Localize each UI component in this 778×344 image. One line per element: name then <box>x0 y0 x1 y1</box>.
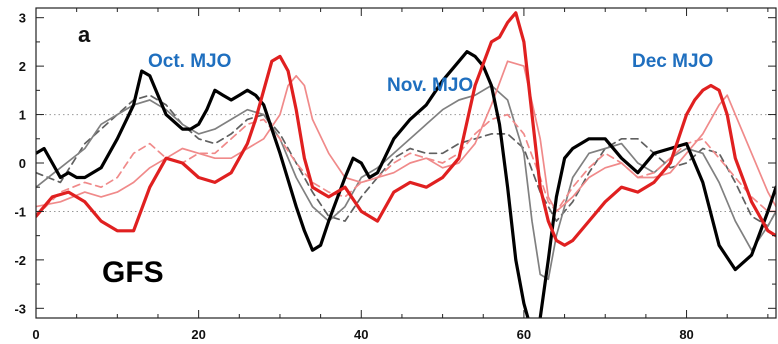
y-tick-label: 1 <box>19 108 26 123</box>
y-tick-label: -1 <box>14 204 26 219</box>
x-tick-label: 20 <box>191 327 205 342</box>
y-tick-label: -2 <box>14 253 26 268</box>
x-tick-label: 60 <box>517 327 531 342</box>
axis-ticks <box>35 8 776 318</box>
panel-label: a <box>78 22 91 47</box>
series-layer <box>36 11 776 318</box>
model-label: GFS <box>102 256 164 289</box>
series-line-1 <box>36 11 776 247</box>
x-tick-label: 80 <box>679 327 693 342</box>
series-line-3 <box>36 94 776 227</box>
series-line-4 <box>36 60 776 213</box>
y-tick-label: 2 <box>19 59 26 74</box>
series-line-2 <box>36 84 776 281</box>
x-tick-label: 40 <box>354 327 368 342</box>
annotation-nov-mjo: Nov. MJO <box>387 75 473 96</box>
y-tick-label: 0 <box>19 156 26 171</box>
reference-lines <box>36 114 776 212</box>
tick-labels: 0 20 40 60 80 -3 -2 -1 0 1 2 3 <box>14 11 693 342</box>
x-tick-label: 0 <box>32 327 39 342</box>
y-tick-label: -3 <box>14 301 26 316</box>
annotation-oct-mjo: Oct. MJO <box>148 51 231 72</box>
annotation-dec-mjo: Dec MJO <box>632 51 713 72</box>
y-tick-label: 3 <box>19 11 26 26</box>
series-line-0 <box>36 50 776 318</box>
